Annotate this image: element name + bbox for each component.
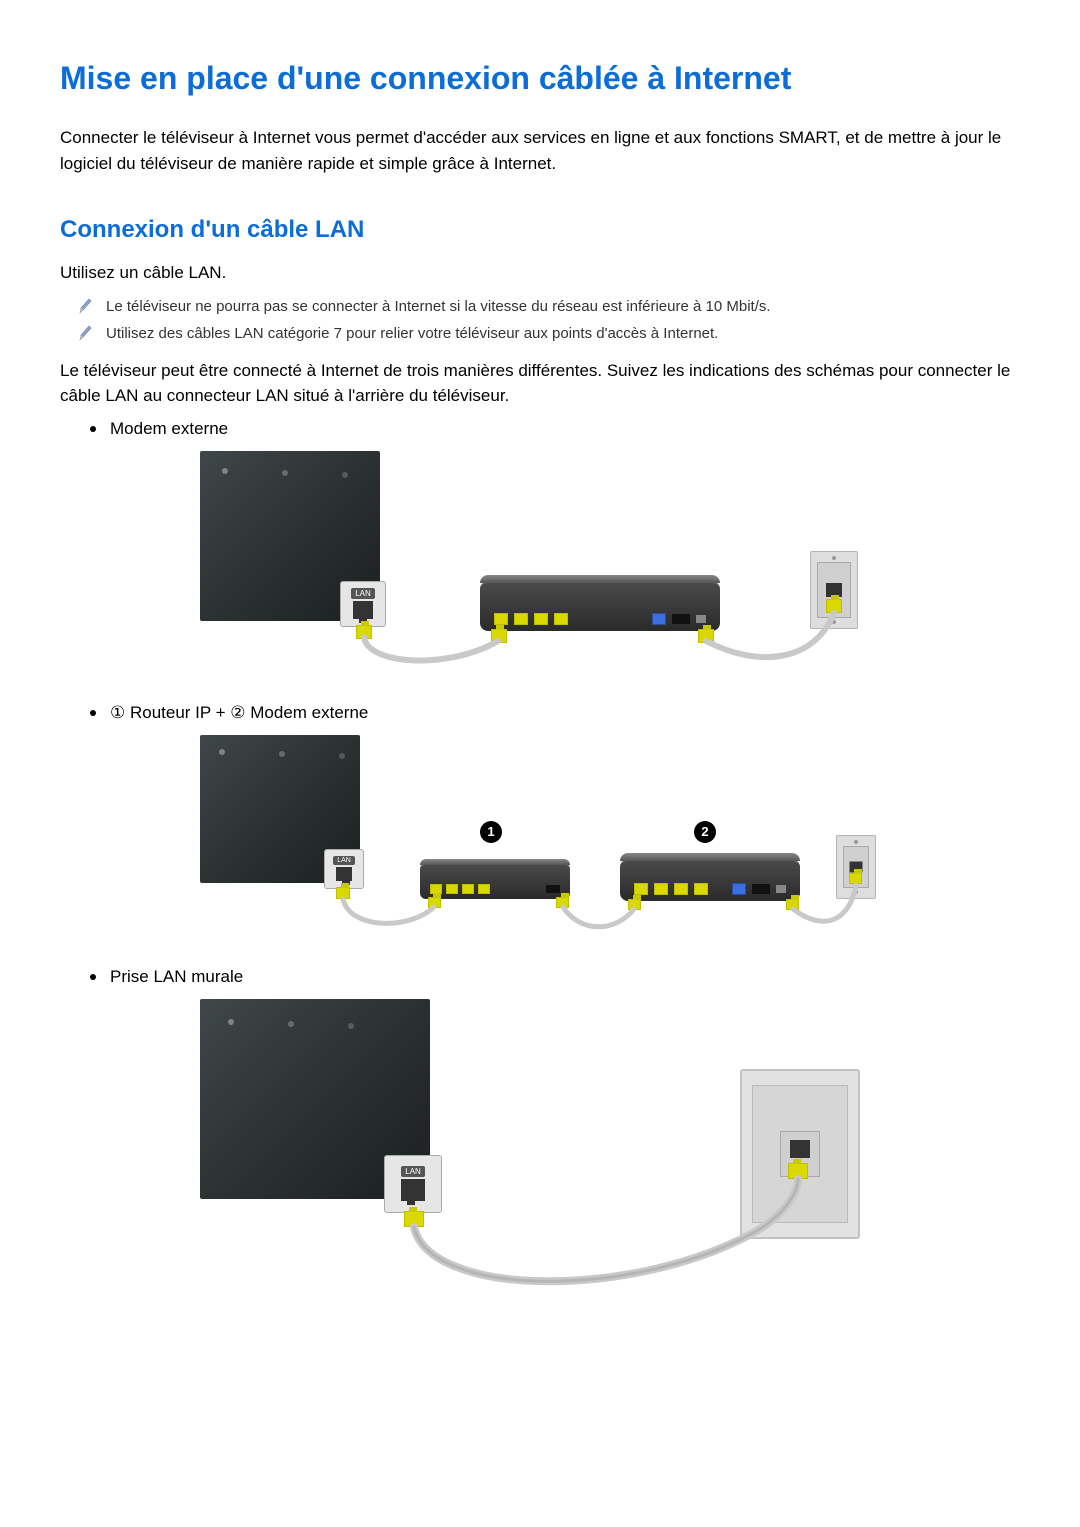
page-title: Mise en place d'une connexion câblée à I… <box>60 60 1020 97</box>
note-row: Le téléviseur ne pourra pas se connecter… <box>78 296 1020 317</box>
diagram-wall-lan: LAN <box>60 999 1020 1299</box>
bullet-dot-icon <box>90 974 96 980</box>
cable-icon <box>200 451 880 681</box>
bullet-item: Modem externe <box>90 419 1020 439</box>
section-heading: Connexion d'un câble LAN <box>60 216 1020 244</box>
intro-text: Connecter le téléviseur à Internet vous … <box>60 125 1020 176</box>
bullet-item: ① Routeur IP + ② Modem externe <box>90 703 1020 723</box>
bullet-item: Prise LAN murale <box>90 967 1020 987</box>
bullet-label: ① Routeur IP + ② Modem externe <box>110 703 368 723</box>
cable-icon <box>200 999 880 1299</box>
diagram-modem-externe: LAN <box>60 451 1020 681</box>
bullet-dot-icon <box>90 710 96 716</box>
note-text: Le téléviseur ne pourra pas se connecter… <box>106 296 771 317</box>
pencil-icon <box>78 323 92 343</box>
bullet-label: Modem externe <box>110 419 228 439</box>
bullet-label: Prise LAN murale <box>110 967 243 987</box>
pencil-icon <box>78 296 92 316</box>
cable-icon <box>200 735 880 945</box>
note-text: Utilisez des câbles LAN catégorie 7 pour… <box>106 323 718 344</box>
section-lead: Utilisez un câble LAN. <box>60 260 1020 286</box>
diagram-router-modem: LAN 1 2 <box>60 735 1020 945</box>
bullet-dot-icon <box>90 426 96 432</box>
note-row: Utilisez des câbles LAN catégorie 7 pour… <box>78 323 1020 344</box>
section-body: Le téléviseur peut être connecté à Inter… <box>60 358 1020 409</box>
